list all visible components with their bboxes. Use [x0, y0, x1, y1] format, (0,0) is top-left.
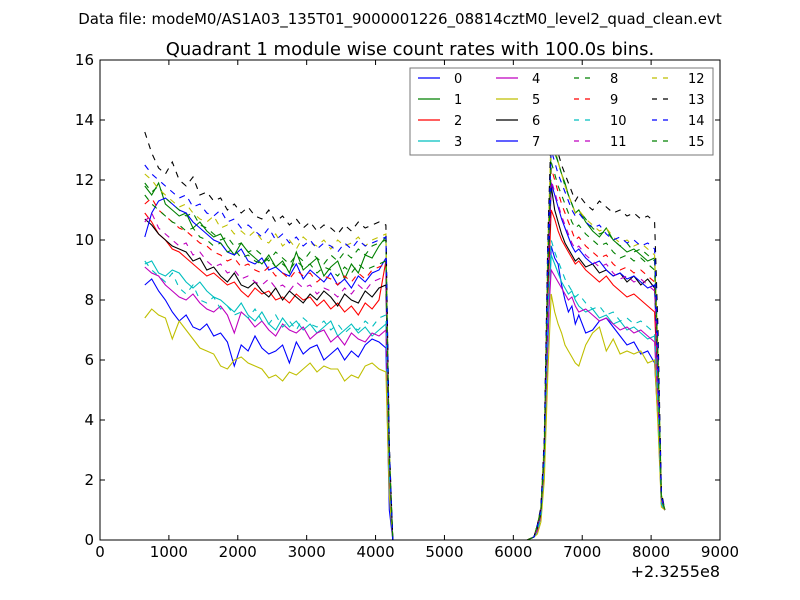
x-tick-label: 2000	[219, 543, 257, 561]
series-line-14	[144, 149, 666, 541]
series-line-12	[144, 131, 666, 541]
x-axis: 0 1000 2000 3000 4000 5000 6000 7000 8000 9000	[95, 60, 739, 561]
y-tick-label: 16	[75, 51, 94, 69]
series-line-7	[144, 182, 666, 541]
y-tick-label: 14	[75, 111, 94, 129]
legend-label-13: 13	[688, 93, 705, 108]
x-tick-label: 6000	[494, 543, 532, 561]
y-tick-label: 0	[84, 531, 94, 549]
x-offset-label: +2.3255e8	[631, 562, 720, 581]
legend-label-3: 3	[454, 135, 462, 150]
y-tick-label: 6	[84, 351, 94, 369]
plot-lines	[144, 125, 666, 541]
y-tick-label: 8	[84, 291, 94, 309]
legend-label-5: 5	[532, 93, 540, 108]
x-tick-label: 5000	[425, 543, 463, 561]
legend-label-7: 7	[532, 135, 540, 150]
series-line-3	[144, 254, 666, 541]
legend-label-0: 0	[454, 72, 462, 87]
x-tick-label: 9000	[701, 543, 739, 561]
y-tick-label: 10	[75, 231, 94, 249]
legend-label-11: 11	[610, 135, 627, 150]
series-line-9	[144, 167, 666, 541]
legend-label-14: 14	[688, 114, 705, 129]
y-tick-label: 2	[84, 471, 94, 489]
legend-label-10: 10	[610, 114, 627, 129]
legend-label-2: 2	[454, 114, 462, 129]
legend-label-12: 12	[688, 72, 705, 87]
chart-title: Quadrant 1 module wise count rates with …	[166, 39, 655, 60]
chart-suptitle: Data file: modeM0/AS1A03_135T01_90000012…	[78, 10, 722, 29]
series-line-15	[144, 161, 666, 541]
legend-label-15: 15	[688, 135, 705, 150]
series-line-10	[144, 239, 666, 541]
series-line-5	[144, 293, 666, 541]
legend-label-4: 4	[532, 72, 540, 87]
legend-label-9: 9	[610, 93, 618, 108]
legend-box	[409, 67, 714, 156]
x-tick-label: 1000	[150, 543, 188, 561]
series-line-8	[144, 137, 666, 541]
x-tick-label: 0	[95, 543, 105, 561]
series-line-11	[144, 179, 666, 541]
y-tick-label: 12	[75, 171, 94, 189]
x-tick-label: 3000	[288, 543, 326, 561]
legend-label-6: 6	[532, 114, 540, 129]
legend-label-1: 1	[454, 93, 462, 108]
x-tick-label: 4000	[356, 543, 394, 561]
series-line-4	[144, 266, 666, 541]
y-tick-label: 4	[84, 411, 94, 429]
x-tick-label: 8000	[632, 543, 670, 561]
legend-label-8: 8	[610, 72, 618, 87]
series-line-0	[144, 245, 666, 541]
x-tick-label: 7000	[563, 543, 601, 561]
